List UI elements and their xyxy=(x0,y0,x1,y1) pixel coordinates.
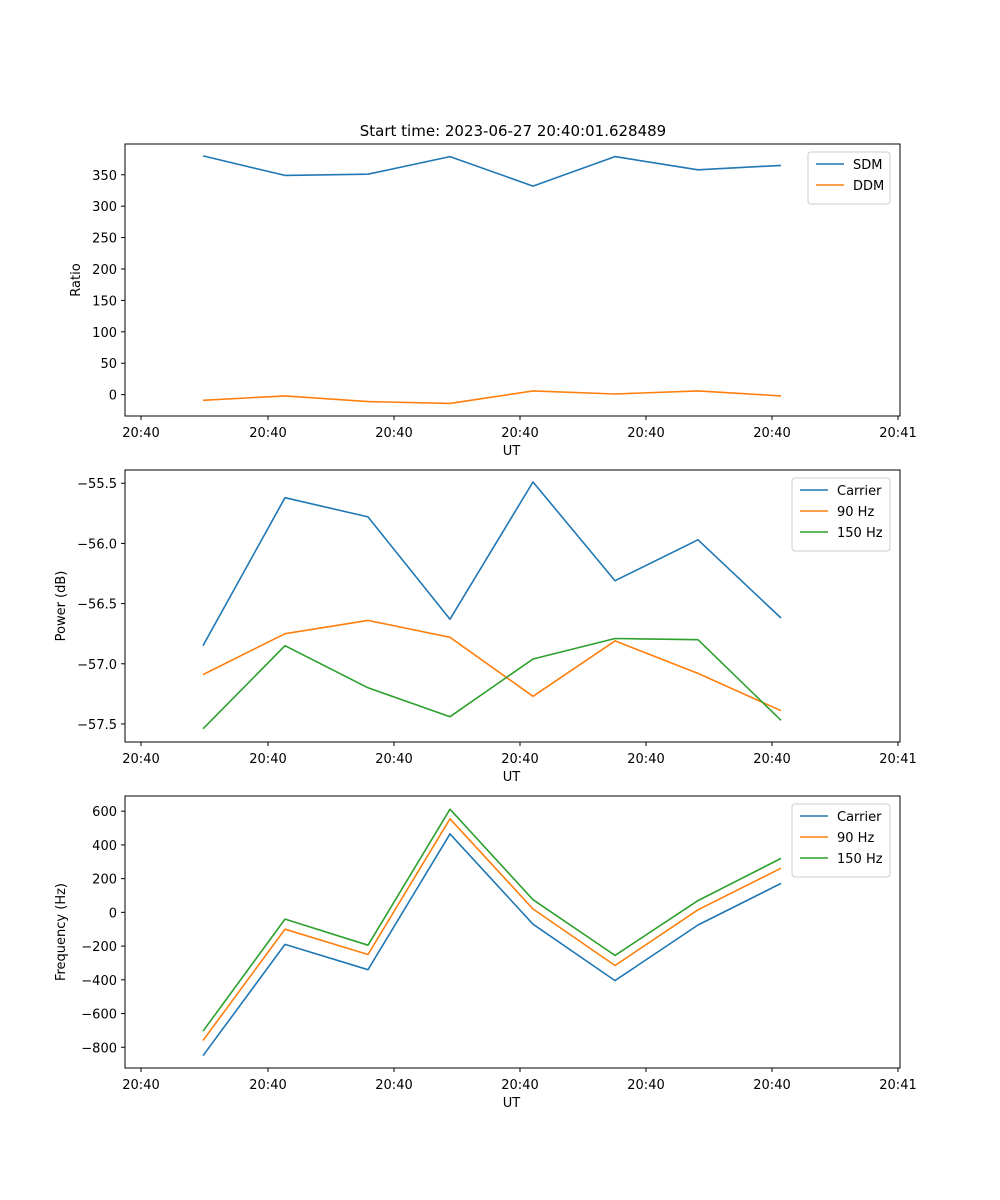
x-tick-label: 20:40 xyxy=(627,752,664,767)
x-tick-label: 20:40 xyxy=(249,426,286,441)
y-tick-label: −400 xyxy=(81,974,117,989)
x-tick-label: 20:40 xyxy=(122,1078,159,1093)
x-axis-label: UT xyxy=(503,770,521,785)
legend: Carrier 90 Hz 150 Hz xyxy=(791,477,891,552)
y-tick-label: −56.5 xyxy=(77,598,117,613)
x-tick-label: 20:40 xyxy=(249,1078,286,1093)
series-line-90-hz xyxy=(202,817,782,1041)
x-tick-label: 20:40 xyxy=(753,752,790,767)
y-tick-label: 250 xyxy=(92,232,117,247)
legend-label: SDM xyxy=(853,158,882,173)
y-axis-label: Ratio xyxy=(69,263,84,296)
x-tick-label: 20:40 xyxy=(122,426,159,441)
y-tick-label: 0 xyxy=(109,906,117,921)
y-axis-label: Power (dB) xyxy=(54,571,69,642)
x-tick-label: 20:40 xyxy=(753,426,790,441)
y-tick-label: 350 xyxy=(92,169,117,184)
legend-box xyxy=(807,151,891,205)
y-tick-label: −57.5 xyxy=(77,718,117,733)
x-tick-label: 20:40 xyxy=(249,752,286,767)
x-tick-label: 20:40 xyxy=(501,426,538,441)
series-line-150-hz xyxy=(202,808,782,1032)
y-tick-label: −56.0 xyxy=(77,537,117,552)
y-tick-label: 0 xyxy=(109,389,117,404)
series-line-ddm xyxy=(202,390,782,405)
x-tick-label: 20:40 xyxy=(375,426,412,441)
x-tick-label: 20:41 xyxy=(879,1078,916,1093)
series-line-carrier xyxy=(202,481,782,647)
legend-label: Carrier xyxy=(837,810,882,825)
legend: Carrier 90 Hz 150 Hz xyxy=(791,803,891,878)
legend-label: 90 Hz xyxy=(837,831,874,846)
series-line-carrier xyxy=(202,833,782,1057)
y-tick-label: 600 xyxy=(92,805,117,820)
y-tick-label: 200 xyxy=(92,263,117,278)
y-tick-label: 300 xyxy=(92,200,117,215)
x-tick-label: 20:40 xyxy=(122,752,159,767)
y-tick-label: −55.5 xyxy=(77,477,117,492)
x-tick-label: 20:40 xyxy=(627,426,664,441)
plot-frame xyxy=(124,795,901,1069)
y-tick-label: 150 xyxy=(92,294,117,309)
legend: SDM DDM xyxy=(807,151,891,205)
plot-frame xyxy=(124,143,901,417)
chart-panel-1: 20:40 20:40 20:40 20:40 20:40 20:40 20:41 UT 0 50… xyxy=(69,143,917,459)
legend-label: 90 Hz xyxy=(837,505,874,520)
x-tick-label: 20:41 xyxy=(879,752,916,767)
series-line-150-hz xyxy=(202,637,782,730)
y-tick-label: 100 xyxy=(92,326,117,341)
y-tick-label: −57.0 xyxy=(77,658,117,673)
y-tick-label: −200 xyxy=(81,940,117,955)
chart-panel-3: 20:40 20:40 20:40 20:40 20:40 20:40 20:41 UT 600… xyxy=(54,795,917,1111)
x-tick-label: 20:41 xyxy=(879,426,916,441)
y-tick-label: −600 xyxy=(81,1008,117,1023)
x-tick-label: 20:40 xyxy=(375,1078,412,1093)
series-line-sdm xyxy=(202,155,782,187)
figure-title: Start time: 2023-06-27 20:40:01.628489 xyxy=(360,122,666,140)
x-tick-label: 20:40 xyxy=(375,752,412,767)
x-axis-label: UT xyxy=(503,444,521,459)
x-tick-label: 20:40 xyxy=(501,1078,538,1093)
legend-label: DDM xyxy=(853,179,884,194)
chart-panel-2: 20:40 20:40 20:40 20:40 20:40 20:40 20:41 UT −55… xyxy=(54,469,917,785)
x-axis-label: UT xyxy=(503,1096,521,1111)
x-tick-label: 20:40 xyxy=(501,752,538,767)
y-tick-label: −800 xyxy=(81,1041,117,1056)
legend-label: 150 Hz xyxy=(837,852,883,867)
series-line-90-hz xyxy=(202,619,782,712)
x-tick-label: 20:40 xyxy=(753,1078,790,1093)
plot-frame xyxy=(124,469,901,743)
x-tick-label: 20:40 xyxy=(627,1078,664,1093)
y-tick-label: 200 xyxy=(92,873,117,888)
y-axis-label: Frequency (Hz) xyxy=(54,883,69,981)
legend-label: Carrier xyxy=(837,484,882,499)
legend-label: 150 Hz xyxy=(837,526,883,541)
y-tick-label: 400 xyxy=(92,839,117,854)
y-tick-label: 50 xyxy=(100,357,117,372)
